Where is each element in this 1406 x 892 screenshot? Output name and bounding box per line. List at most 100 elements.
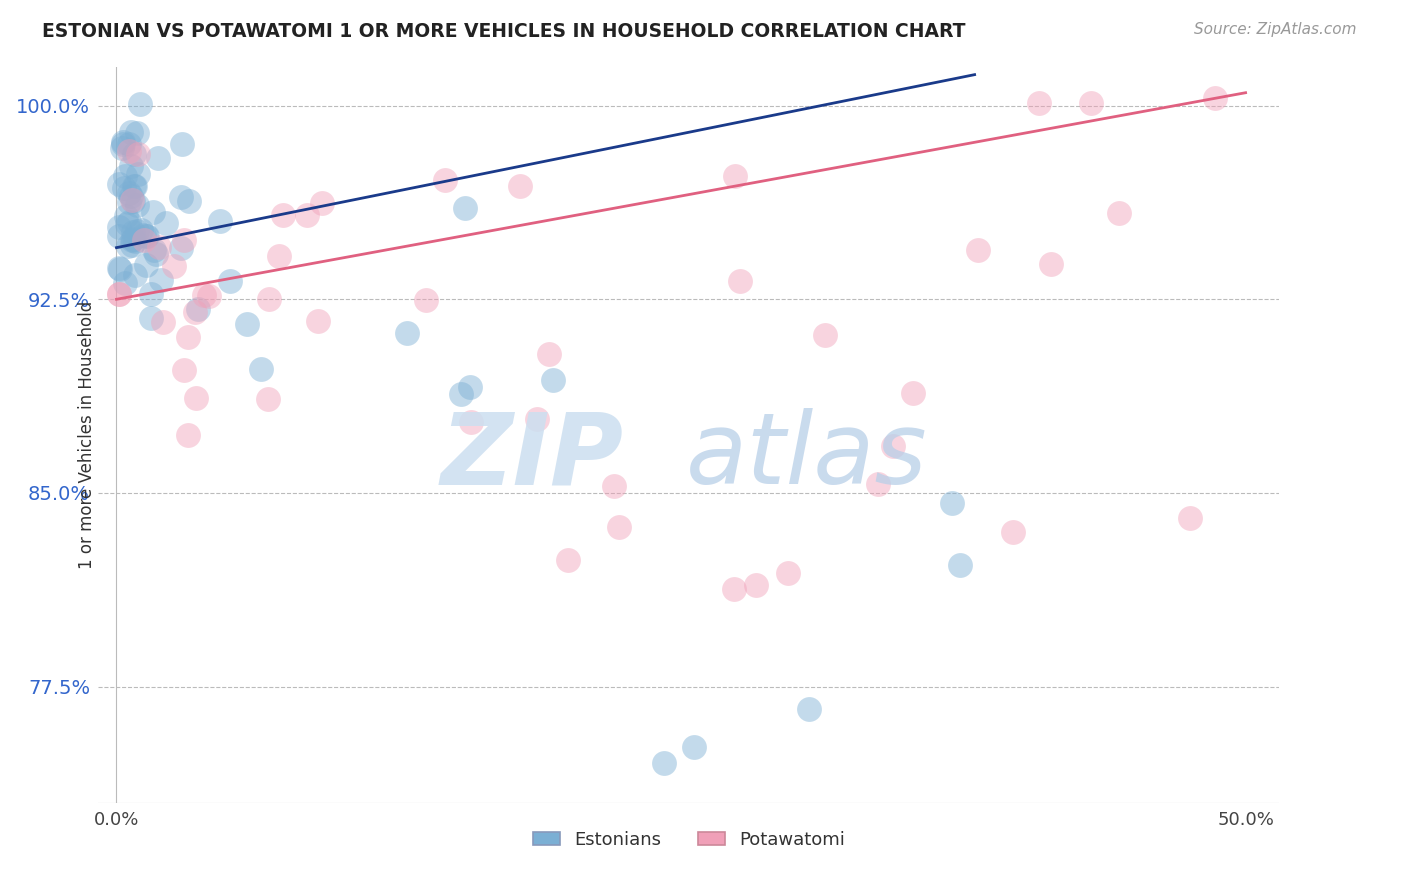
Point bbox=[122, 147, 145, 161]
Point bbox=[187, 301, 209, 316]
Point bbox=[949, 558, 972, 572]
Point bbox=[868, 477, 890, 491]
Point bbox=[901, 385, 924, 400]
Point bbox=[460, 416, 482, 430]
Point bbox=[131, 223, 153, 237]
Point bbox=[198, 289, 221, 303]
Point bbox=[454, 201, 477, 215]
Point bbox=[176, 330, 198, 344]
Text: ESTONIAN VS POTAWATOMI 1 OR MORE VEHICLES IN HOUSEHOLD CORRELATION CHART: ESTONIAN VS POTAWATOMI 1 OR MORE VEHICLE… bbox=[42, 22, 966, 41]
Point bbox=[271, 208, 294, 222]
Point bbox=[118, 186, 141, 200]
Point bbox=[135, 228, 157, 243]
Point bbox=[723, 582, 745, 597]
Point bbox=[170, 241, 193, 255]
Point bbox=[208, 214, 231, 228]
Point bbox=[450, 387, 472, 401]
Point bbox=[118, 215, 141, 229]
Point bbox=[143, 243, 166, 257]
Point bbox=[434, 173, 457, 187]
Point bbox=[114, 209, 136, 223]
Point bbox=[120, 125, 142, 139]
Point bbox=[121, 233, 143, 247]
Point bbox=[134, 258, 156, 272]
Point bbox=[120, 189, 142, 203]
Point bbox=[652, 756, 675, 771]
Point bbox=[814, 328, 837, 343]
Point bbox=[149, 273, 172, 287]
Point bbox=[218, 274, 240, 288]
Point bbox=[148, 240, 170, 254]
Point bbox=[509, 178, 531, 193]
Point bbox=[141, 311, 163, 326]
Point bbox=[1180, 511, 1202, 525]
Point bbox=[136, 228, 159, 243]
Point bbox=[142, 204, 165, 219]
Point bbox=[108, 287, 131, 301]
Point bbox=[152, 315, 174, 329]
Point bbox=[541, 373, 564, 387]
Point bbox=[132, 233, 155, 247]
Point bbox=[107, 229, 129, 244]
Point bbox=[139, 287, 162, 301]
Point bbox=[173, 233, 195, 247]
Point bbox=[173, 362, 195, 376]
Point bbox=[257, 392, 280, 407]
Point bbox=[114, 276, 136, 290]
Point bbox=[127, 126, 149, 140]
Point bbox=[724, 169, 747, 183]
Point bbox=[728, 274, 751, 288]
Point bbox=[603, 479, 626, 493]
Point bbox=[146, 151, 169, 165]
Point bbox=[311, 196, 333, 211]
Point bbox=[526, 411, 548, 425]
Point bbox=[111, 141, 134, 155]
Point bbox=[115, 217, 138, 231]
Point bbox=[415, 293, 437, 307]
Point bbox=[745, 578, 768, 592]
Text: atlas: atlas bbox=[686, 409, 928, 506]
Point bbox=[107, 219, 129, 234]
Point bbox=[295, 208, 318, 222]
Point bbox=[110, 262, 132, 277]
Point bbox=[609, 520, 631, 534]
Point bbox=[395, 326, 418, 341]
Point bbox=[117, 238, 139, 252]
Point bbox=[249, 362, 271, 376]
Point bbox=[163, 259, 186, 273]
Point bbox=[257, 293, 280, 307]
Point bbox=[122, 194, 145, 208]
Point bbox=[124, 179, 146, 194]
Point bbox=[122, 178, 145, 193]
Point bbox=[1205, 91, 1227, 105]
Point bbox=[193, 288, 215, 302]
Point bbox=[118, 144, 141, 158]
Point bbox=[236, 317, 259, 331]
Text: Source: ZipAtlas.com: Source: ZipAtlas.com bbox=[1194, 22, 1357, 37]
Point bbox=[114, 169, 136, 184]
Point bbox=[1108, 205, 1130, 219]
Point bbox=[170, 189, 193, 203]
Point bbox=[170, 136, 193, 151]
Point bbox=[107, 260, 129, 275]
Point bbox=[682, 739, 704, 754]
Point bbox=[125, 224, 148, 238]
Point bbox=[267, 249, 290, 263]
Point bbox=[127, 146, 149, 161]
Point bbox=[121, 193, 143, 207]
Point bbox=[184, 305, 207, 319]
Legend: Estonians, Potawatomi: Estonians, Potawatomi bbox=[526, 824, 852, 856]
Point bbox=[125, 198, 148, 212]
Point bbox=[120, 160, 142, 174]
Point bbox=[537, 346, 560, 360]
Point bbox=[107, 286, 129, 301]
Point bbox=[155, 216, 177, 230]
Y-axis label: 1 or more Vehicles in Household: 1 or more Vehicles in Household bbox=[79, 301, 96, 569]
Point bbox=[307, 314, 329, 328]
Text: ZIP: ZIP bbox=[441, 409, 624, 506]
Point bbox=[121, 231, 143, 245]
Point bbox=[121, 237, 143, 252]
Point bbox=[186, 391, 208, 405]
Point bbox=[458, 380, 481, 394]
Point bbox=[107, 177, 129, 191]
